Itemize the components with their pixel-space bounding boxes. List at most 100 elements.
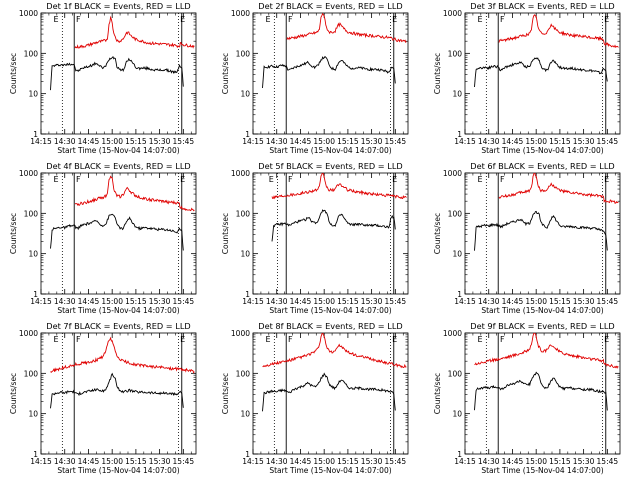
marker-label: E <box>392 175 397 184</box>
x-tick-label: 15:00 <box>313 457 335 466</box>
panel-1: Det 1f BLACK = Events, RED = LLD 1 10 100 10… <box>9 1 197 155</box>
x-tick-label: 15:30 <box>149 297 171 306</box>
marker-label: F <box>76 175 81 184</box>
y-tick-label: 100 <box>448 369 463 378</box>
panel-title: Det 1f BLACK = Events, RED = LLD <box>46 1 190 11</box>
x-tick-label: 14:15 <box>30 137 52 146</box>
y-tick-label: 1000 <box>231 329 250 338</box>
x-tick-label: 14:30 <box>266 137 288 146</box>
x-axis-label: Start Time (15-Nov-04 14:07:00) <box>269 466 391 475</box>
y-tick-label: 1000 <box>443 329 462 338</box>
events-series-line <box>271 209 396 242</box>
y-tick-label: 10 <box>452 90 462 99</box>
y-tick-label: 1000 <box>443 169 462 178</box>
y-tick-label: 10 <box>28 410 38 419</box>
y-axis-label: Counts/sec <box>9 373 18 414</box>
x-tick-label: 15:45 <box>597 457 619 466</box>
x-tick-label: 15:00 <box>101 297 123 306</box>
x-tick-label: 14:30 <box>54 457 76 466</box>
x-tick-label: 14:45 <box>502 457 524 466</box>
x-tick-label: 14:15 <box>242 457 264 466</box>
lld-series-line <box>74 175 195 212</box>
y-axis-label: Counts/sec <box>221 213 230 254</box>
x-tick-label: 15:30 <box>573 457 595 466</box>
marker-label: F <box>76 15 81 24</box>
y-axis-label: Counts/sec <box>433 213 442 254</box>
marker-label: E <box>54 335 59 344</box>
lld-series-line <box>262 333 407 369</box>
marker-label: E <box>478 335 483 344</box>
y-axis-label: Counts/sec <box>9 213 18 254</box>
y-tick-label: 1 <box>457 450 462 459</box>
y-tick-label: 1 <box>245 130 250 139</box>
plot-frame <box>40 332 197 455</box>
x-tick-label: 15:15 <box>549 137 571 146</box>
marker-label: E <box>266 15 271 24</box>
marker-label: E <box>54 175 59 184</box>
x-tick-label: 14:15 <box>454 457 476 466</box>
x-tick-label: 15:00 <box>101 457 123 466</box>
x-tick-label: 14:45 <box>290 297 312 306</box>
marker-label: E <box>54 15 59 24</box>
panel-8: Det 8f BLACK = Events, RED = LLD 1 10 100 10… <box>221 321 409 475</box>
x-tick-label: 15:15 <box>549 457 571 466</box>
x-tick-label: 15:15 <box>125 457 147 466</box>
panel-3: Det 3f BLACK = Events, RED = LLD 1 10 100 10… <box>433 1 621 155</box>
plot-frame <box>40 12 197 135</box>
plot-frame <box>252 172 409 295</box>
x-tick-label: 14:45 <box>290 137 312 146</box>
x-tick-label: 15:45 <box>385 297 407 306</box>
x-tick-label: 14:15 <box>454 137 476 146</box>
x-tick-label: 15:30 <box>361 137 383 146</box>
x-tick-label: 15:45 <box>173 457 195 466</box>
events-series-line <box>50 372 184 409</box>
y-tick-label: 10 <box>28 250 38 259</box>
marker-label: E <box>604 335 609 344</box>
panel-title: Det 2f BLACK = Events, RED = LLD <box>258 1 402 11</box>
y-tick-label: 1 <box>33 290 38 299</box>
x-tick-label: 15:30 <box>149 137 171 146</box>
y-tick-label: 1000 <box>231 9 250 18</box>
x-tick-label: 15:45 <box>173 297 195 306</box>
panel-title: Det 9f BLACK = Events, RED = LLD <box>470 321 614 331</box>
lld-series-line <box>498 173 619 204</box>
marker-label: F <box>76 335 81 344</box>
x-tick-label: 14:30 <box>54 137 76 146</box>
x-tick-label: 15:00 <box>525 297 547 306</box>
plot-frame <box>252 332 409 455</box>
panel-4: Det 4f BLACK = Events, RED = LLD 1 10 100 10… <box>9 161 197 315</box>
x-tick-label: 15:15 <box>337 297 359 306</box>
marker-label: E <box>180 335 185 344</box>
marker-label: E <box>266 335 271 344</box>
y-tick-label: 1000 <box>231 169 250 178</box>
y-tick-label: 100 <box>24 49 39 58</box>
y-tick-label: 100 <box>236 209 251 218</box>
marker-label: E <box>180 15 185 24</box>
x-tick-label: 15:15 <box>549 297 571 306</box>
x-tick-label: 15:30 <box>361 457 383 466</box>
plot-frame <box>40 172 197 295</box>
x-tick-label: 15:45 <box>173 137 195 146</box>
x-tick-label: 14:30 <box>266 457 288 466</box>
x-axis-label: Start Time (15-Nov-04 14:07:00) <box>481 146 603 155</box>
x-tick-label: 15:45 <box>597 297 619 306</box>
panel-6: Det 6f BLACK = Events, RED = LLD 1 10 100 10… <box>433 161 621 315</box>
marker-label: F <box>288 335 293 344</box>
x-tick-label: 14:30 <box>478 137 500 146</box>
x-tick-label: 15:30 <box>573 297 595 306</box>
x-tick-label: 15:30 <box>149 457 171 466</box>
y-tick-label: 10 <box>28 90 38 99</box>
y-tick-label: 1000 <box>19 9 38 18</box>
x-axis-label: Start Time (15-Nov-04 14:07:00) <box>269 306 391 315</box>
y-tick-label: 1000 <box>443 9 462 18</box>
y-tick-label: 100 <box>236 49 251 58</box>
x-tick-label: 14:30 <box>478 457 500 466</box>
panel-title: Det 6f BLACK = Events, RED = LLD <box>470 161 614 171</box>
x-tick-label: 14:45 <box>502 137 524 146</box>
y-axis-label: Counts/sec <box>433 53 442 94</box>
marker-label: F <box>500 335 505 344</box>
marker-label: E <box>478 175 483 184</box>
marker-label: F <box>288 175 293 184</box>
lld-series-line <box>50 336 195 374</box>
y-tick-label: 100 <box>236 369 251 378</box>
